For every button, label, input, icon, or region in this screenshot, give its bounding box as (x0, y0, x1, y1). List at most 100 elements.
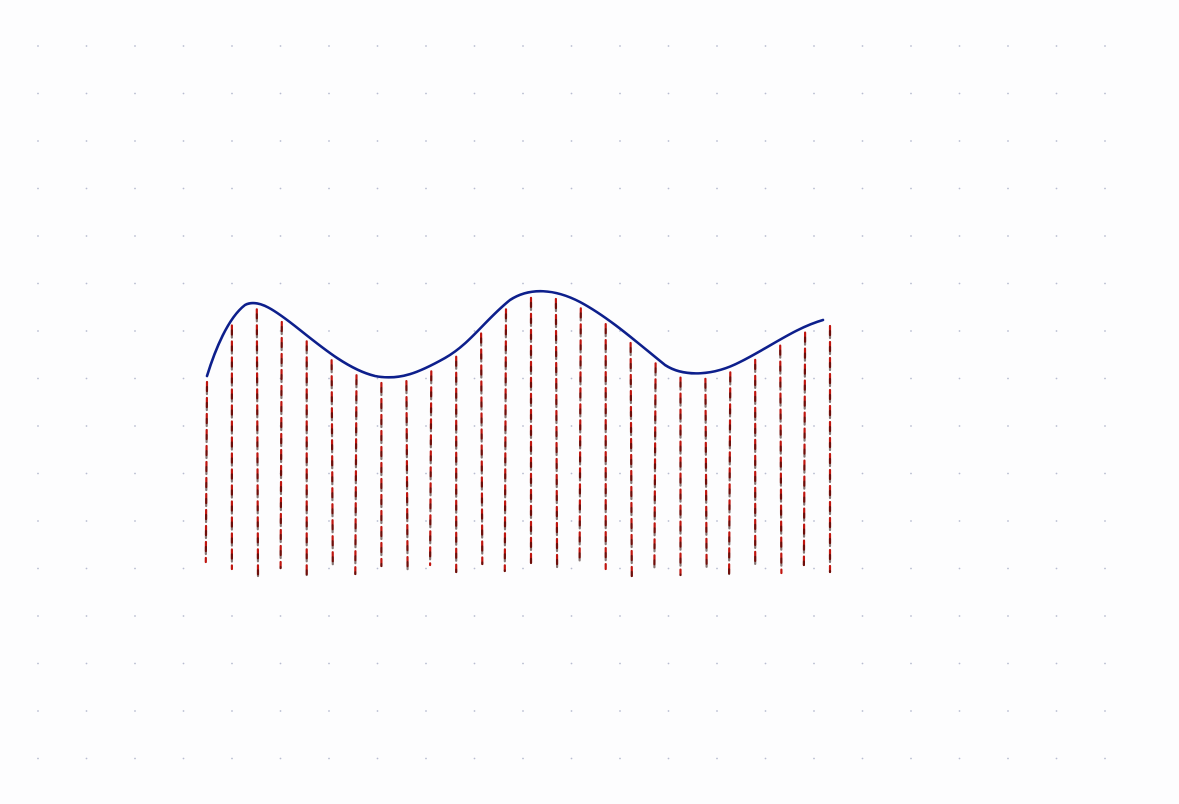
grid-dot (37, 140, 39, 142)
grid-dot (1055, 472, 1058, 475)
grid-dot (667, 92, 670, 95)
grid-dot (764, 520, 767, 522)
grid-dot (1007, 377, 1009, 380)
grid-dot (667, 140, 670, 142)
grid-dot (376, 235, 379, 237)
grid-dot (619, 282, 621, 285)
grid-dot (328, 567, 330, 570)
dashed-stroke (704, 377, 708, 569)
grid-dot (619, 662, 621, 665)
grid-dot (1055, 330, 1058, 332)
grid-dot (37, 187, 39, 190)
grid-dot (1104, 45, 1106, 47)
dash-segment-dark (503, 308, 508, 573)
grid-dot (861, 520, 864, 522)
grid-dot (910, 710, 912, 712)
grid-dot (861, 615, 864, 617)
grid-dot (231, 757, 233, 760)
grid-dot (522, 520, 524, 522)
grid-dot (182, 187, 185, 190)
grid-dot (619, 235, 621, 237)
grid-dot (328, 710, 330, 712)
grid-dot (37, 472, 39, 475)
grid-dot (182, 520, 185, 522)
grid-dot (1104, 140, 1106, 142)
grid-dot (1007, 710, 1009, 712)
grid-dot (716, 662, 718, 665)
grid-dot (473, 520, 476, 522)
dashed-stroke (354, 374, 358, 576)
grid-dot (328, 472, 330, 475)
dash-segment-dark (354, 374, 358, 576)
grid-dot (522, 377, 524, 380)
grid-dot (1007, 282, 1009, 285)
dash-segment-dark (779, 344, 783, 575)
grid-dot (813, 282, 815, 285)
grid-dot (1104, 425, 1106, 427)
grid-dot (813, 330, 815, 332)
grid-dot (619, 615, 621, 617)
grid-dot (1104, 615, 1106, 617)
grid-dot (85, 615, 88, 617)
grid-dot (813, 92, 815, 95)
grid-dot (716, 567, 718, 570)
grid-dot (473, 425, 476, 427)
grid-dot (279, 757, 282, 760)
grid-dot (958, 425, 961, 427)
grid-dot (37, 282, 39, 285)
grid-dot (861, 187, 864, 190)
grid-dot (861, 235, 864, 237)
dash-segment-dark (653, 362, 657, 570)
grid-dot (279, 45, 282, 47)
grid-dot (376, 425, 379, 427)
grid-dot (958, 377, 961, 380)
grid-dot (1007, 187, 1009, 190)
grid-dot (328, 92, 330, 95)
grid-dot (716, 92, 718, 95)
grid-dot (1055, 235, 1058, 237)
dash-segment-dark (727, 371, 732, 576)
dash-segment-red (704, 377, 708, 569)
grid-dot (764, 45, 767, 47)
grid-dot (910, 92, 912, 95)
grid-dot (425, 330, 427, 332)
grid-dot (376, 520, 379, 522)
grid-dot (1055, 140, 1058, 142)
grid-dot (425, 235, 427, 237)
grid-dot (958, 140, 961, 142)
grid-dot (522, 282, 524, 285)
grid-dot (37, 425, 39, 427)
grid-dot (667, 45, 670, 47)
grid-dot (764, 662, 767, 665)
grid-dot (570, 615, 573, 617)
grid-dot (1055, 45, 1058, 47)
grid-dot (473, 757, 476, 760)
grid-dot (619, 520, 621, 522)
grid-dot (813, 377, 815, 380)
grid-dot (813, 235, 815, 237)
grid-dot (716, 615, 718, 617)
grid-dot (667, 377, 670, 380)
grid-dot (182, 92, 185, 95)
grid-dot (37, 377, 39, 380)
grid-dot (619, 710, 621, 712)
grid-dot (667, 282, 670, 285)
grid-dot (910, 282, 912, 285)
grid-dot (231, 140, 233, 142)
grid-dot (85, 662, 88, 665)
grid-dot (958, 757, 961, 760)
grid-dot (376, 472, 379, 475)
dash-segment-dark (554, 297, 559, 572)
grid-dot (279, 662, 282, 665)
grid-dot (861, 567, 864, 570)
grid-dot (716, 282, 718, 285)
grid-dot (85, 710, 88, 712)
grid-dot (473, 330, 476, 332)
grid-dot (667, 520, 670, 522)
grid-dot (716, 235, 718, 237)
grid-dot (328, 377, 330, 380)
grid-dot (134, 615, 136, 617)
grid-dot (328, 187, 330, 190)
dashed-stroke (629, 341, 633, 578)
grid-dot (570, 472, 573, 475)
